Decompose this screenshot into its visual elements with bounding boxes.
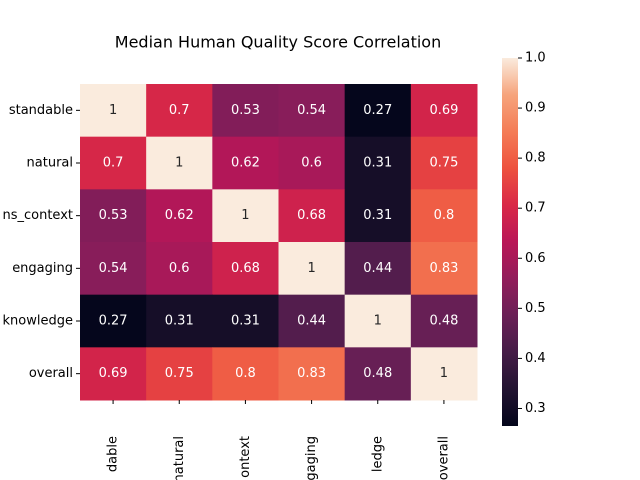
cell-label: 0.68 (297, 208, 326, 223)
heatmap-cell (344, 84, 412, 138)
cell-label: 0.53 (231, 103, 260, 118)
cell-label: 0.54 (99, 261, 128, 276)
cell-label: 0.7 (169, 103, 190, 118)
x-tick-label: ontext (238, 436, 253, 478)
heatmap-cell (410, 294, 478, 348)
y-tick-label: natural (27, 156, 73, 171)
cell-label: 0.6 (301, 156, 322, 171)
heatmap-cell (80, 84, 147, 138)
colorbar-tick-label: 0.4 (525, 351, 546, 366)
cell-label: 0.27 (99, 314, 128, 329)
cell-label: 0.31 (363, 156, 392, 171)
cell-label: 0.44 (297, 314, 326, 329)
cell-label: 0.69 (429, 103, 458, 118)
heatmap-cell (212, 189, 279, 243)
colorbar-tick-label: 0.9 (525, 101, 546, 116)
cell-label: 1 (241, 208, 249, 223)
colorbar-tick-label: 0.3 (525, 401, 546, 416)
heatmap-cell (212, 136, 279, 190)
y-tick-label: standable (9, 103, 73, 118)
heatmap-cell (344, 242, 412, 296)
cell-label: 0.6 (169, 261, 190, 276)
y-tick-label: knowledge (3, 314, 73, 329)
heatmap-cell (344, 294, 412, 348)
colorbar-tick-label: 0.5 (525, 301, 546, 316)
heatmap-cell (344, 347, 412, 401)
heatmap-cell (212, 347, 279, 401)
x-tick-label: dable (106, 436, 121, 472)
y-tick-label: ns_context (2, 208, 73, 223)
colorbar-tick-label: 0.6 (525, 251, 546, 266)
cell-label: 1 (307, 261, 315, 276)
heatmap-cell (344, 136, 412, 190)
heatmap-cell (146, 294, 213, 348)
colorbar-tick-label: 0.7 (525, 201, 546, 216)
cell-label: 0.31 (363, 208, 392, 223)
heatmap-cell (146, 242, 213, 296)
x-tick-label: gaging (304, 436, 319, 480)
heatmap-cell (80, 136, 147, 190)
cell-label: 0.48 (429, 314, 458, 329)
heatmap-cell (212, 84, 279, 138)
heatmap-cell (410, 136, 478, 190)
heatmap-cell (278, 84, 346, 138)
cell-label: 0.8 (235, 366, 256, 381)
heatmap-cell (80, 242, 147, 296)
cell-label: 1 (440, 366, 448, 381)
heatmap-cell (278, 294, 346, 348)
cell-label: 0.31 (165, 314, 194, 329)
heatmap-cell (212, 294, 279, 348)
cell-label: 0.75 (429, 156, 458, 171)
cell-label: 0.75 (165, 366, 194, 381)
heatmap-cell (146, 136, 213, 190)
cell-label: 0.27 (363, 103, 392, 118)
cell-label: 0.68 (231, 261, 260, 276)
heatmap-cell (410, 189, 478, 243)
colorbar (502, 58, 518, 426)
heatmap-cell (80, 294, 147, 348)
heatmap-cell (80, 189, 147, 243)
cell-label: 0.62 (231, 156, 260, 171)
colorbar-tick-label: 0.8 (525, 151, 546, 166)
cell-label: 0.8 (434, 208, 455, 223)
cell-label: 0.83 (429, 261, 458, 276)
heatmap-cell (410, 347, 478, 401)
heatmap-cell (146, 189, 213, 243)
heatmap-cell (344, 189, 412, 243)
heatmap-cell (146, 347, 213, 401)
cell-label: 0.7 (103, 156, 124, 171)
heatmap-cell (212, 242, 279, 296)
heatmap-cell (410, 242, 478, 296)
y-tick-label: engaging (12, 261, 73, 276)
cell-label: 0.48 (363, 366, 392, 381)
heatmap-cell (278, 242, 346, 296)
x-tick-label: ledge (370, 436, 385, 472)
cell-label: 0.54 (297, 103, 326, 118)
cell-label: 1 (109, 103, 117, 118)
x-tick-label: overall (436, 436, 451, 480)
heatmap-cell (278, 136, 346, 190)
y-tick-label: overall (29, 366, 73, 381)
cell-label: 0.83 (297, 366, 326, 381)
colorbar-tick-label: 1.0 (525, 51, 546, 66)
cell-label: 1 (175, 156, 183, 171)
heatmap-cell (410, 84, 478, 138)
heatmap-cell (146, 84, 213, 138)
cell-label: 1 (374, 314, 382, 329)
cell-label: 0.62 (165, 208, 194, 223)
cell-label: 0.44 (363, 261, 392, 276)
cell-label: 0.69 (99, 366, 128, 381)
x-tick-label: natural (172, 436, 187, 480)
cell-label: 0.53 (99, 208, 128, 223)
chart-title: Median Human Quality Score Correlation (115, 33, 441, 52)
heatmap-cell (80, 347, 147, 401)
cell-label: 0.31 (231, 314, 260, 329)
heatmap-cell (278, 189, 346, 243)
heatmap-cell (278, 347, 346, 401)
